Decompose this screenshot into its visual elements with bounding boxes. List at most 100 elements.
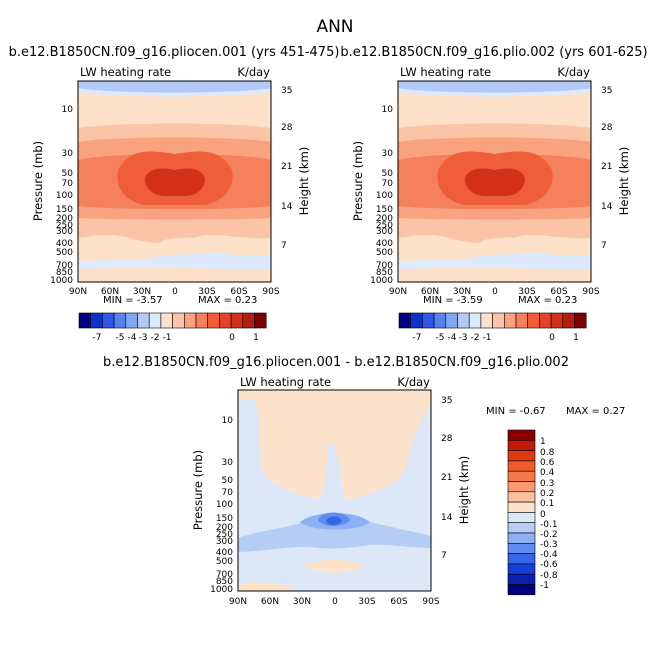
contour-fill-c8d — [78, 267, 271, 282]
height-tick-label: 28 — [441, 434, 453, 444]
contour-fill-c6 — [78, 81, 271, 93]
y-tick-label: 10 — [382, 105, 394, 115]
y-tick-label: 30 — [62, 149, 74, 159]
colorbar-swatch — [507, 542, 536, 554]
colorbar-swatch — [195, 312, 208, 329]
contour-fill-c13 — [145, 168, 205, 196]
colorbar-swatch — [507, 573, 536, 585]
y-tick-label: 70 — [222, 488, 234, 498]
colorbar-swatch — [410, 312, 423, 329]
y-tick-label: 300 — [56, 227, 73, 237]
y-tick-label: 850 — [216, 577, 233, 587]
x-ticks: 90N 60N 30N 0 30S 60S 90S — [69, 287, 280, 297]
height-tick-label: 7 — [441, 551, 447, 561]
colorbar-swatch — [507, 439, 536, 451]
x-tick-label: 60N — [101, 287, 119, 297]
colorbar-labels: -7 -5 -4 -3 -2 -1 0 1 — [93, 333, 259, 343]
colorbar-label: -7 — [413, 333, 422, 343]
plot-frame — [77, 80, 272, 283]
colorbar-label: -0.4 — [540, 550, 558, 560]
colorbar-label: 0 — [549, 333, 555, 343]
colorbar-label: 0.8 — [540, 448, 555, 458]
colorbar — [78, 312, 267, 329]
colorbar-vertical — [507, 429, 536, 596]
y-tick-label: 300 — [216, 537, 233, 547]
y-tick-label: 1000 — [50, 276, 73, 286]
colorbar-swatch — [507, 491, 536, 503]
colorbar-swatch — [550, 312, 564, 329]
x-tick-label: 30S — [358, 597, 375, 607]
colorbar-swatch — [219, 312, 232, 329]
x-tick-label: 60S — [550, 287, 567, 297]
x-tick-label: 0 — [492, 287, 498, 297]
colorbar-labels: -7 -5 -4 -3 -2 -1 0 1 — [413, 333, 579, 343]
colorbar-label: -0.6 — [540, 560, 558, 570]
x-tick-label: 30N — [453, 287, 471, 297]
units-label: K/day — [557, 65, 590, 79]
colorbar-swatch — [574, 312, 587, 329]
panel-plio-002: b.e12.B1850CN.f09_g16.plio.002 (yrs 601-… — [340, 45, 647, 343]
colorbar — [398, 312, 587, 329]
colorbar-label: 1 — [253, 333, 259, 343]
colorbar-swatch — [507, 584, 536, 596]
colorbar-label: -3 — [459, 333, 468, 343]
colorbar-swatch — [148, 312, 162, 329]
colorbar-swatch — [539, 312, 552, 329]
y-axis-title: Pressure (mb) — [31, 141, 45, 221]
y-tick-label: 250 — [376, 221, 393, 231]
y-tick-label: 700 — [216, 570, 233, 580]
y-tick-label: 300 — [376, 227, 393, 237]
colorbar-swatch — [230, 312, 244, 329]
height-tick-label: 35 — [601, 86, 612, 96]
y-ticks-left: 10 30 50 70 100 150 200 250 300 400 500 … — [370, 105, 393, 286]
height-tick-label: 28 — [281, 123, 293, 133]
colorbar-swatch — [78, 312, 91, 329]
colorbar-label: -4 — [128, 333, 137, 343]
y-tick-label: 700 — [56, 261, 73, 271]
colorbar-labels: 1 0.8 0.6 0.4 0.3 0.2 0.1 0 -0.1 -0.2 -0… — [540, 437, 558, 591]
height-tick-label: 21 — [281, 162, 292, 172]
colorbar-swatch — [207, 312, 220, 329]
contour-fill-c6 — [398, 81, 591, 93]
y-tick-label: 50 — [382, 169, 394, 179]
y-ticks-left: 10 30 50 70 100 150 200 250 300 400 500 … — [50, 105, 73, 286]
colorbar-swatch — [172, 312, 185, 329]
y-tick-label: 100 — [216, 500, 233, 510]
variable-label: LW heating rate — [240, 375, 331, 389]
y-tick-label: 400 — [376, 239, 393, 249]
x-ticks: 90N 60N 30N 0 30S 60S 90S — [229, 597, 440, 607]
colorbar-swatch — [242, 312, 255, 329]
max-label: MAX = 0.23 — [198, 295, 257, 306]
variable-label: LW heating rate — [80, 65, 171, 79]
figure-title: ANN — [316, 17, 353, 37]
colorbar-label: -1 — [163, 333, 172, 343]
panel-title: b.e12.B1850CN.f09_g16.pliocen.001 - b.e1… — [103, 355, 569, 370]
colorbar-label: 1 — [540, 437, 546, 447]
colorbar-swatch — [562, 312, 575, 329]
colorbar-swatch — [398, 312, 411, 329]
colorbar-swatch — [507, 512, 536, 524]
height-tick-label: 7 — [281, 241, 287, 251]
x-tick-label: 60S — [230, 287, 247, 297]
y-tick-label: 500 — [56, 248, 73, 258]
colorbar-swatch — [507, 429, 536, 441]
min-label: MIN = -0.67 — [486, 406, 546, 417]
y-tick-label: 700 — [376, 261, 393, 271]
colorbar-swatch — [90, 312, 103, 329]
contour-fill-c8b — [398, 92, 591, 111]
y-tick-label: 250 — [56, 221, 73, 231]
colorbar-label: -4 — [448, 333, 457, 343]
y-axis-title-right: Height (km) — [457, 456, 471, 525]
panel-difference: b.e12.B1850CN.f09_g16.pliocen.001 - b.e1… — [103, 355, 625, 607]
y-tick-label: 1000 — [370, 276, 393, 286]
y-axis-title: Pressure (mb) — [191, 450, 205, 530]
colorbar-swatch — [507, 563, 536, 575]
y-tick-label: 150 — [216, 514, 233, 524]
colorbar-swatch — [102, 312, 115, 329]
colorbar-label: -7 — [93, 333, 102, 343]
colorbar-swatch — [527, 312, 540, 329]
min-label: MIN = -3.59 — [423, 295, 483, 306]
colorbar-swatch — [507, 460, 536, 472]
variable-label: LW heating rate — [400, 65, 491, 79]
